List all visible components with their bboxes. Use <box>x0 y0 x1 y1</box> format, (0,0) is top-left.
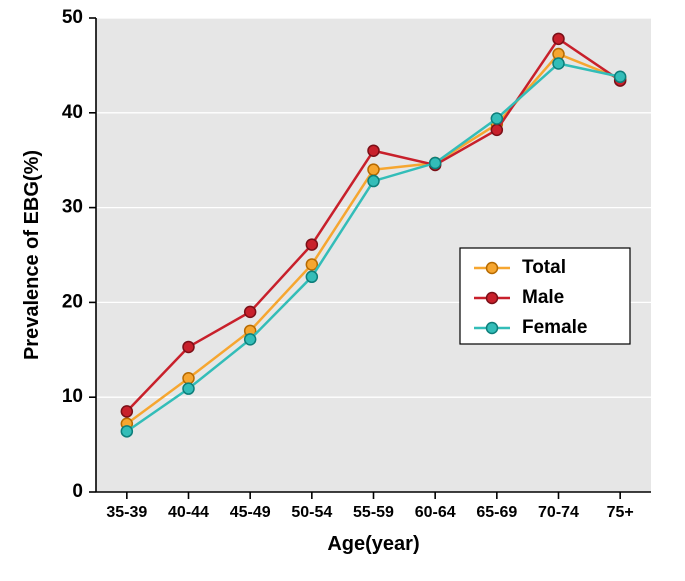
x-tick-label: 65-69 <box>476 504 517 521</box>
legend-label: Female <box>522 317 587 338</box>
x-tick-label: 55-59 <box>353 504 394 521</box>
x-tick-label: 45-49 <box>230 504 271 521</box>
y-tick-label: 0 <box>72 481 83 502</box>
x-tick-label: 75+ <box>607 504 634 521</box>
series-marker-female <box>183 383 194 394</box>
series-marker-total <box>368 164 379 175</box>
y-tick-label: 20 <box>62 291 83 312</box>
series-marker-male <box>306 239 317 250</box>
series-marker-total <box>306 259 317 270</box>
series-marker-female <box>121 426 132 437</box>
series-marker-female <box>368 176 379 187</box>
x-tick-label: 40-44 <box>168 504 209 521</box>
y-tick-label: 30 <box>62 197 83 218</box>
y-tick-label: 40 <box>62 102 83 123</box>
line-chart: 0 10 20 30 40 50 35-39 40-44 45-49 50-54 55-59 60-6… <box>0 0 685 581</box>
x-tick-label: 50-54 <box>291 504 332 521</box>
series-marker-male <box>121 406 132 417</box>
series-marker-male <box>245 306 256 317</box>
y-tick-label: 10 <box>62 386 83 407</box>
series-marker-female <box>553 58 564 69</box>
y-axis-label: Prevalence of EBG(%) <box>21 150 43 360</box>
legend-swatch-marker <box>487 293 498 304</box>
legend-label: Total <box>522 257 566 278</box>
series-marker-female <box>430 158 441 169</box>
legend-label: Male <box>522 287 564 308</box>
legend-swatch-marker <box>487 323 498 334</box>
x-tick-label: 70-74 <box>538 504 579 521</box>
series-marker-male <box>183 341 194 352</box>
series-marker-male <box>368 145 379 156</box>
chart-container: 0 10 20 30 40 50 35-39 40-44 45-49 50-54 55-59 60-6… <box>0 0 685 581</box>
series-marker-female <box>615 71 626 82</box>
series-marker-female <box>245 334 256 345</box>
x-tick-label: 60-64 <box>415 504 456 521</box>
series-marker-female <box>306 271 317 282</box>
x-axis-label: Age(year) <box>327 533 419 555</box>
series-marker-total <box>183 373 194 384</box>
legend-swatch-marker <box>487 263 498 274</box>
series-marker-female <box>491 113 502 124</box>
y-tick-label: 50 <box>62 7 83 28</box>
series-marker-male <box>491 124 502 135</box>
series-marker-male <box>553 33 564 44</box>
x-tick-label: 35-39 <box>106 504 147 521</box>
